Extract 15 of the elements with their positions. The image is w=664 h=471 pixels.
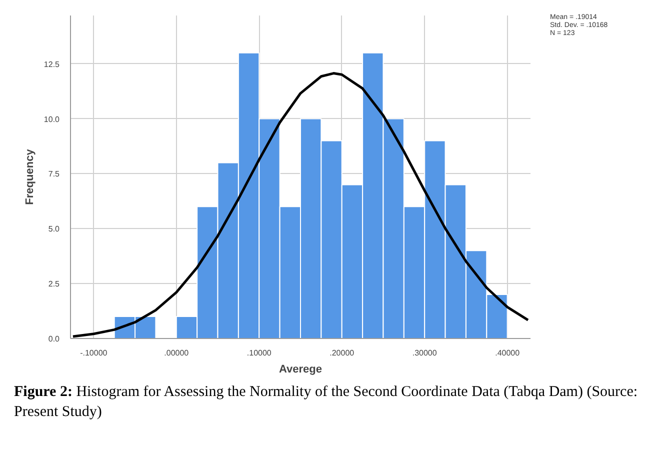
y-tick-label: 12.5 [44, 60, 60, 69]
x-axis-title: Averege [278, 364, 322, 376]
y-tick-label: 7.5 [48, 170, 60, 179]
x-tick-label: .00000 [164, 348, 190, 358]
x-tick-label: .10000 [246, 348, 272, 358]
y-tick-label: 0.0 [48, 334, 60, 344]
caption: Figure 2: Histogram for Assessing the Normality of the Second Coordinate Data (Tabqa Dam) (Source: Present Study) [14, 383, 639, 422]
x-tick-label: .30000 [412, 348, 438, 358]
x-tick-label: .20000 [330, 348, 355, 358]
x-tick-label: -.10000 [80, 348, 108, 358]
y-axis-title: Frequency [24, 148, 36, 205]
y-tick-label: 5.0 [48, 224, 60, 234]
x-tick-label: .40000 [495, 348, 520, 358]
y-tick-label: 2.5 [48, 280, 60, 289]
y-tick-label: 10.0 [44, 114, 60, 124]
